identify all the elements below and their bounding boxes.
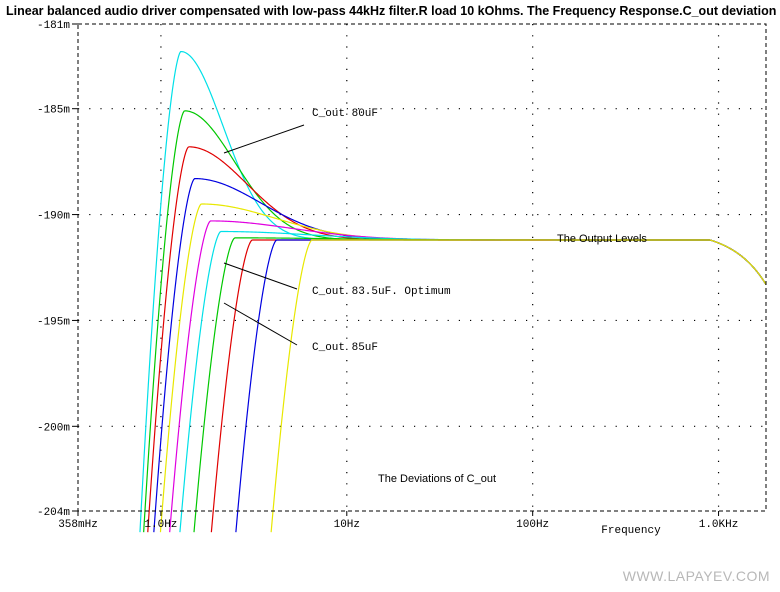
series-line <box>270 239 767 533</box>
series-line <box>235 239 767 533</box>
plot-border <box>77 23 767 512</box>
x-axis-label: Frequency <box>601 525 661 537</box>
y-tick-label: -181m <box>37 20 70 32</box>
annotation-deviations: The Deviations of C_out <box>378 473 496 485</box>
y-tick-label: -204m <box>37 507 70 519</box>
series-line <box>139 50 767 533</box>
x-tick-label: 10Hz <box>334 519 360 531</box>
series-line <box>169 220 767 533</box>
plot-frame <box>77 23 767 512</box>
y-tick-label: -200m <box>37 422 70 434</box>
x-tick-label: 358mHz <box>58 519 98 531</box>
series-line <box>179 230 767 533</box>
annotation-c-out-83-5uf: C_out 83.5uF. Optimum <box>312 286 451 298</box>
annotations: C_out 80uF C_out 83.5uF. Optimum C_out 85u… <box>223 108 647 485</box>
annotation-pointer <box>223 124 305 154</box>
chart-title: Linear balanced audio driver compensated… <box>6 4 777 18</box>
y-tick-label: -190m <box>37 211 70 223</box>
annotation-output-levels: The Output Levels <box>557 233 647 245</box>
annotation-c-out-80uf: C_out 80uF <box>312 108 378 120</box>
annotation-pointer <box>223 262 298 290</box>
x-tick-label: 1.0Hz <box>144 519 177 531</box>
series-line <box>193 237 767 533</box>
y-tick-label: -195m <box>37 316 70 328</box>
y-tick-label: -185m <box>37 105 70 117</box>
annotation-c-out-85uf: C_out 85uF <box>312 342 378 354</box>
grid <box>78 24 766 511</box>
annotation-pointer <box>223 302 298 346</box>
series-line <box>210 239 767 533</box>
series-group <box>139 50 767 533</box>
x-tick-label: 100Hz <box>516 519 549 531</box>
x-tick-label: 1.0KHz <box>699 519 739 531</box>
watermark: WWW.LAPAYEV.COM <box>622 568 770 584</box>
